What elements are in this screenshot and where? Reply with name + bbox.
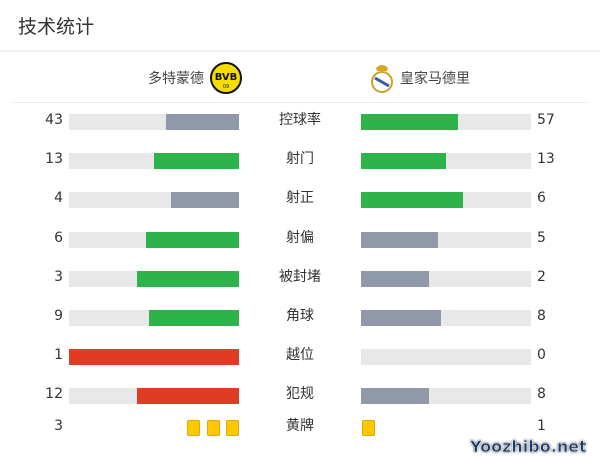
home-value: 9: [54, 308, 63, 324]
away-value: 5: [537, 230, 546, 246]
away-bar-fill: [361, 388, 429, 404]
stat-row: 6 射偏 5: [0, 230, 600, 248]
away-bar: [361, 114, 531, 130]
home-bar: [69, 114, 239, 130]
away-bar-fill: [361, 271, 429, 287]
away-value: 8: [537, 386, 546, 402]
away-value: 1: [537, 418, 546, 434]
stat-label: 角球: [286, 308, 314, 324]
divider: [0, 50, 600, 52]
stat-row: 12 犯规 8: [0, 386, 600, 404]
home-bar: [69, 153, 239, 169]
away-bar: [361, 153, 531, 169]
away-value: 2: [537, 269, 546, 285]
stat-label: 被封堵: [279, 269, 321, 285]
home-bar-fill: [154, 153, 239, 169]
home-bar-fill: [171, 192, 239, 208]
divider: [12, 102, 588, 103]
home-bar-fill: [149, 310, 239, 326]
stat-label: 犯规: [286, 386, 314, 402]
stat-row: 4 射正 6: [0, 190, 600, 208]
away-bar-fill: [361, 232, 439, 248]
home-value: 43: [45, 112, 63, 128]
home-bar: [69, 310, 239, 326]
away-bar: [361, 192, 531, 208]
stat-label: 控球率: [279, 112, 321, 128]
home-value: 3: [54, 418, 63, 434]
away-value: 6: [537, 190, 546, 206]
stat-label: 越位: [286, 347, 314, 363]
away-value: 57: [537, 112, 555, 128]
home-value: 4: [54, 190, 63, 206]
home-bar-fill: [146, 232, 239, 248]
home-bar: [69, 388, 239, 404]
away-bar: [361, 310, 531, 326]
stat-row-yellow-cards: 3 黄牌 1: [0, 418, 600, 436]
home-bar: [69, 192, 239, 208]
home-bar: [69, 232, 239, 248]
home-bar-fill: [137, 388, 239, 404]
stat-label: 射偏: [286, 230, 314, 246]
away-bar: [361, 388, 531, 404]
home-bar: [69, 349, 239, 365]
yellow-card-icon: [362, 420, 375, 436]
home-value: 12: [45, 386, 63, 402]
away-bar: [361, 271, 531, 287]
yellow-card-icon: [226, 420, 239, 436]
stat-row: 3 被封堵 2: [0, 269, 600, 287]
yellow-card-icon: [206, 420, 220, 436]
stat-row: 1 越位 0: [0, 347, 600, 365]
away-bar: [361, 232, 531, 248]
real-madrid-logo-icon: [371, 65, 393, 93]
away-bar-fill: [361, 114, 458, 130]
home-bar-fill: [165, 114, 239, 130]
home-value: 3: [54, 269, 63, 285]
stat-row: 9 角球 8: [0, 308, 600, 326]
watermark: Yoozhibo.net: [470, 437, 587, 456]
away-team-name: 皇家马德里: [400, 71, 470, 87]
home-team: 多特蒙德 BVB 09: [148, 62, 242, 94]
away-bar: [361, 349, 531, 365]
svg-text:BVB: BVB: [215, 72, 238, 83]
home-team-name: 多特蒙德: [148, 71, 204, 87]
home-value: 1: [54, 347, 63, 363]
yellow-card-icon: [187, 420, 200, 436]
home-bar-fill: [69, 349, 239, 365]
away-value: 0: [537, 347, 546, 363]
away-value: 8: [537, 308, 546, 324]
svg-text:09: 09: [223, 84, 229, 90]
page-title: 技术统计: [18, 16, 95, 38]
stat-label: 射正: [286, 190, 314, 206]
stat-row: 13 射门 13: [0, 151, 600, 169]
away-bar-fill: [361, 310, 441, 326]
away-value: 13: [537, 151, 555, 167]
home-value: 13: [45, 151, 63, 167]
away-bar-fill: [361, 153, 446, 169]
stat-label: 黄牌: [286, 418, 314, 434]
away-bar-fill: [361, 192, 463, 208]
home-bar-fill: [137, 271, 239, 287]
stat-label: 射门: [286, 151, 314, 167]
home-value: 6: [54, 230, 63, 246]
home-bar: [69, 271, 239, 287]
stat-row: 43 控球率 57: [0, 112, 600, 130]
away-team: 皇家马德里: [370, 62, 470, 94]
